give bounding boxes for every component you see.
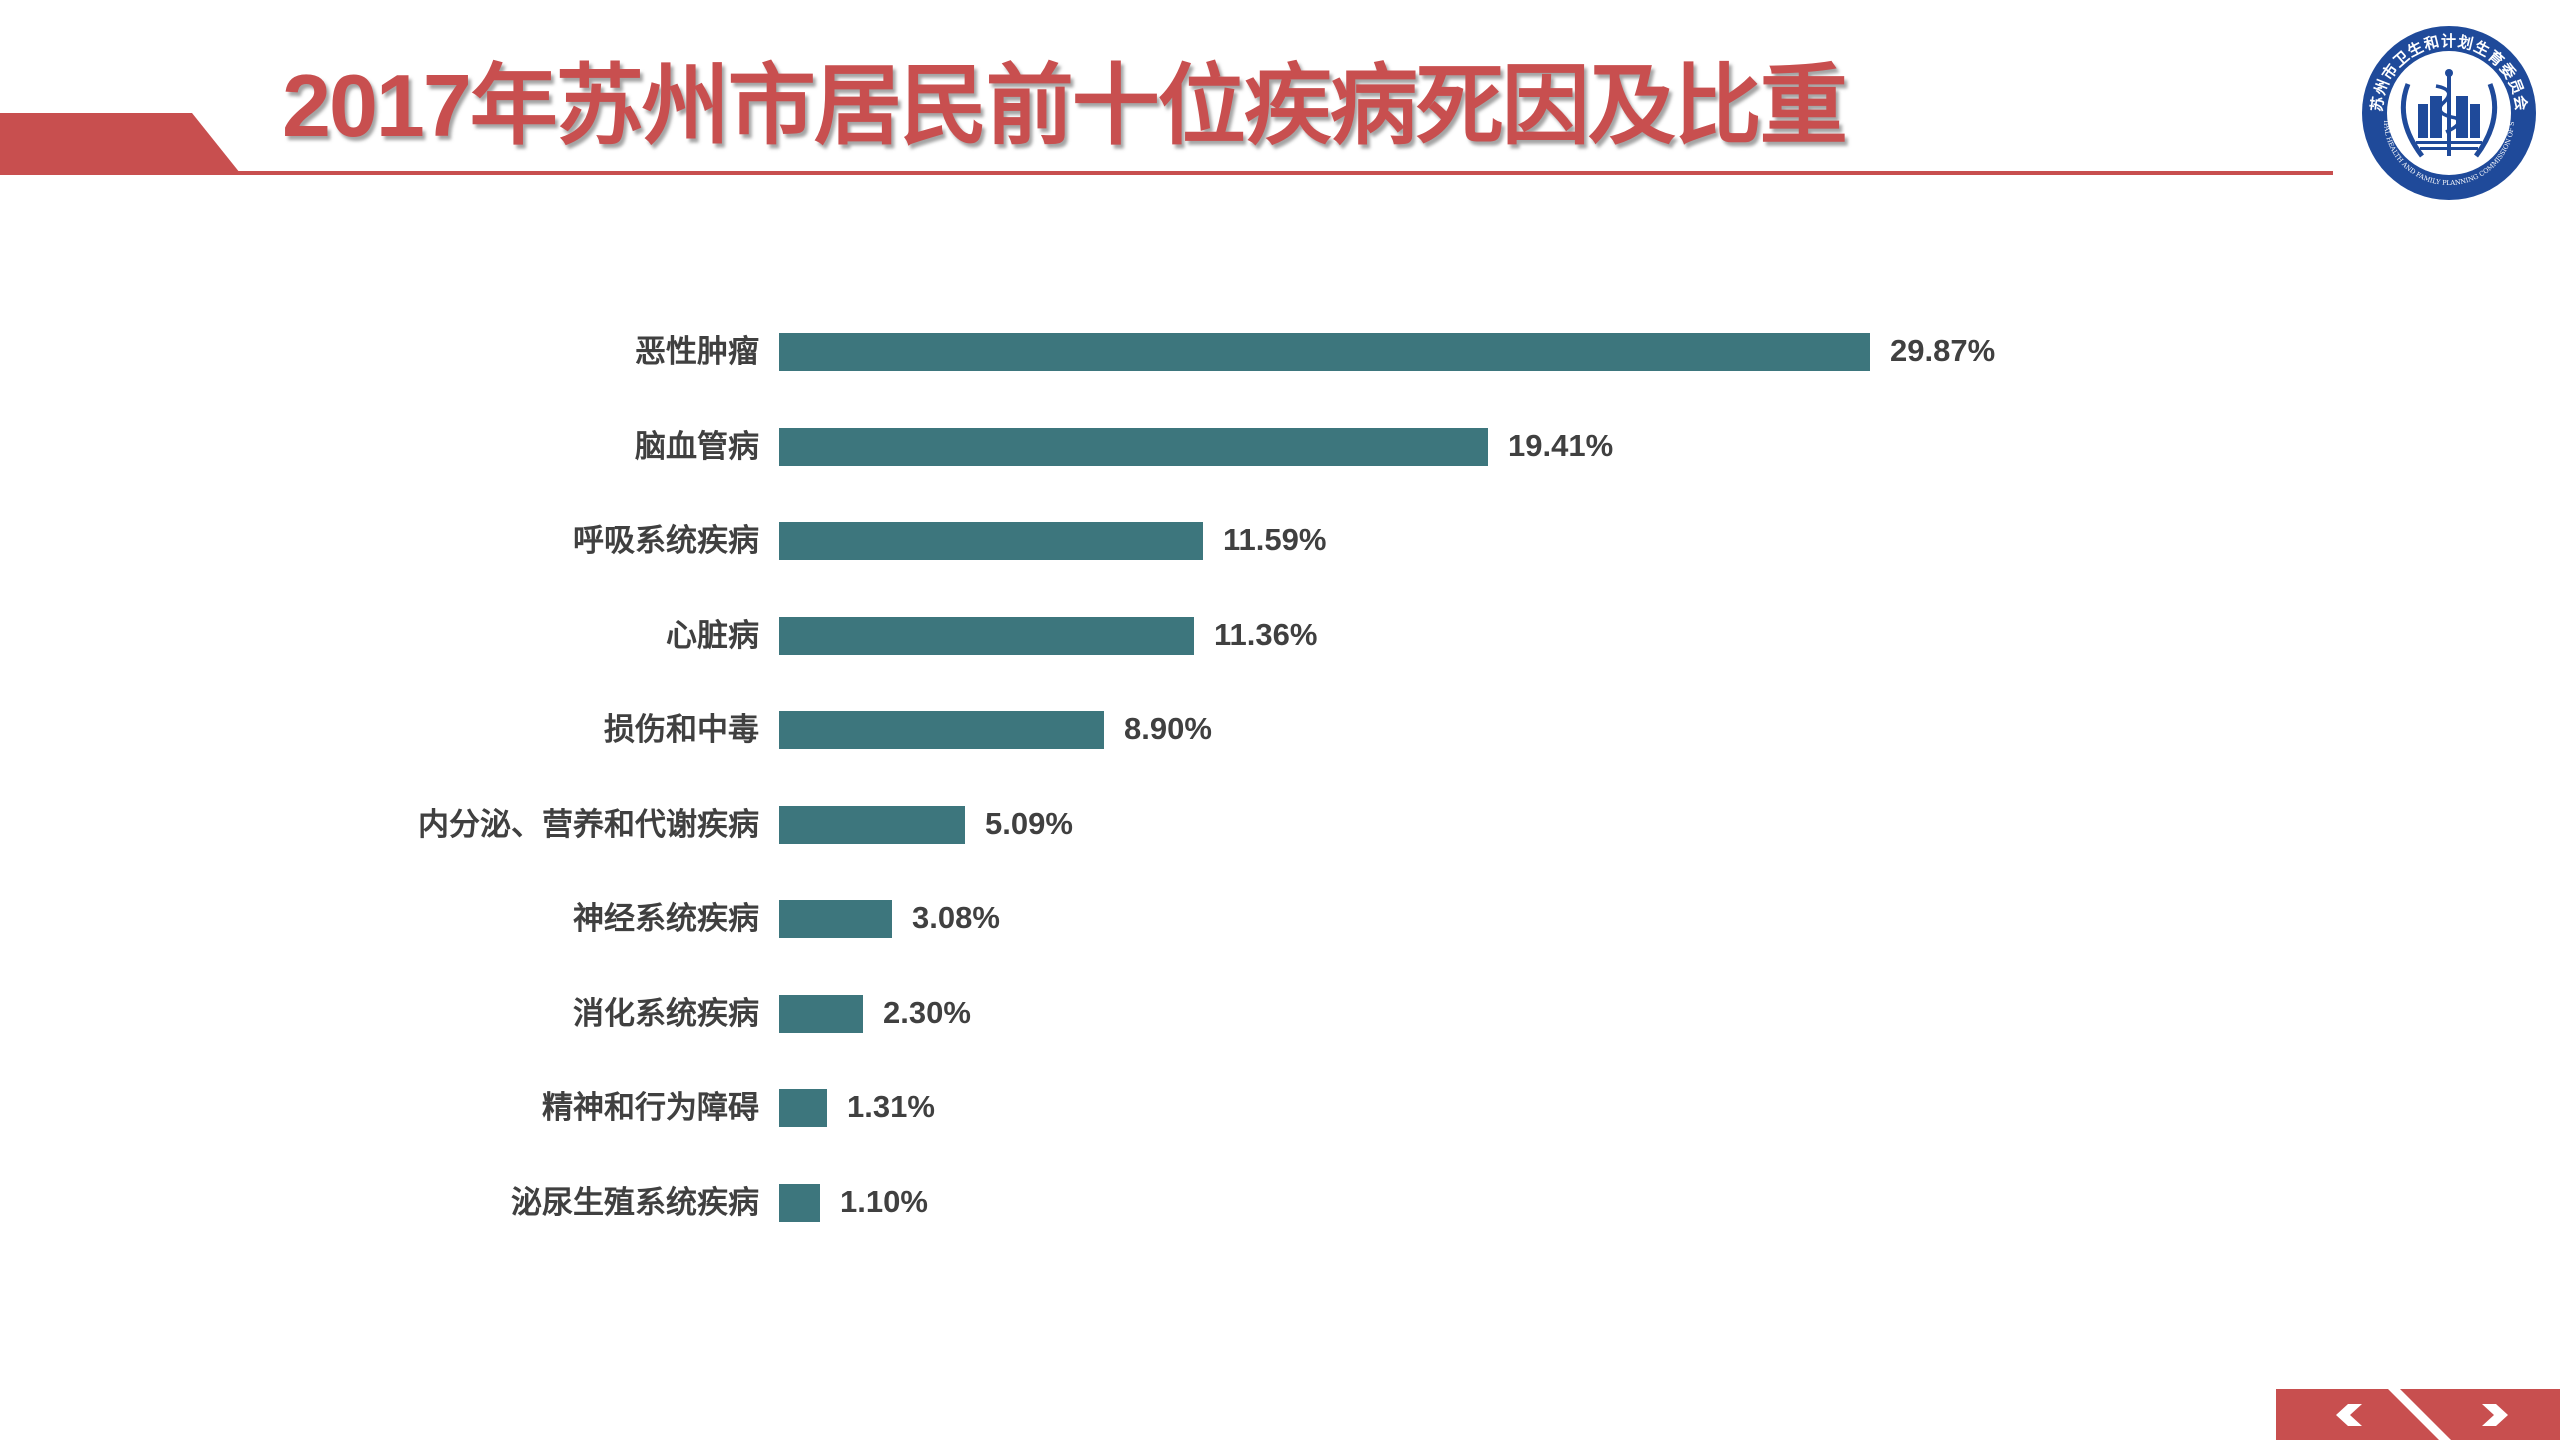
slide-navigation <box>2276 1389 2560 1440</box>
bar <box>779 428 1488 466</box>
chart-row: 脑血管病 19.41% <box>0 428 2560 466</box>
chart-row: 恶性肿瘤 29.87% <box>0 333 2560 371</box>
value-label: 11.36% <box>1214 617 1318 652</box>
category-label: 恶性肿瘤 <box>635 334 759 369</box>
value-label: 8.90% <box>1124 711 1212 746</box>
chart-row: 损伤和中毒 8.90% <box>0 711 2560 749</box>
bar <box>779 617 1194 655</box>
category-label: 泌尿生殖系统疾病 <box>511 1185 759 1220</box>
category-label: 脑血管病 <box>635 429 759 464</box>
header-accent-band <box>0 113 240 173</box>
category-label: 神经系统疾病 <box>573 901 759 936</box>
value-label: 1.31% <box>847 1089 935 1124</box>
chart-row: 呼吸系统疾病 11.59% <box>0 522 2560 560</box>
category-label: 呼吸系统疾病 <box>573 523 759 558</box>
value-label: 1.10% <box>840 1184 928 1219</box>
value-label: 11.59% <box>1223 522 1327 557</box>
value-label: 19.41% <box>1508 428 1614 463</box>
category-label: 损伤和中毒 <box>604 712 759 747</box>
bar <box>779 900 892 938</box>
value-label: 3.08% <box>912 900 1000 935</box>
category-label: 内分泌、营养和代谢疾病 <box>418 807 759 842</box>
bar <box>779 1089 827 1127</box>
bar <box>779 806 965 844</box>
bar <box>779 1184 820 1222</box>
chart-row: 神经系统疾病 3.08% <box>0 900 2560 938</box>
category-label: 精神和行为障碍 <box>542 1090 759 1125</box>
chart-row: 泌尿生殖系统疾病 1.10% <box>0 1184 2560 1222</box>
category-label: 心脏病 <box>666 618 759 653</box>
bar <box>779 522 1203 560</box>
chart-row: 心脏病 11.36% <box>0 617 2560 655</box>
chart-row: 精神和行为障碍 1.31% <box>0 1089 2560 1127</box>
chevron-left-icon <box>2336 1404 2362 1426</box>
value-label: 2.30% <box>883 995 971 1030</box>
bar <box>779 995 863 1033</box>
chevron-right-icon <box>2482 1404 2508 1426</box>
page-title: 2017年苏州市居民前十位疾病死因及比重 <box>282 56 1848 155</box>
chart-row: 内分泌、营养和代谢疾病 5.09% <box>0 806 2560 844</box>
bar <box>779 333 1870 371</box>
header-divider <box>0 171 2333 175</box>
commission-emblem-icon: 苏州市卫生和计划生育委员会 MUNICIPAL HEALTH AND FAMIL… <box>2357 18 2538 202</box>
category-label: 消化系统疾病 <box>573 996 759 1031</box>
value-label: 5.09% <box>985 806 1073 841</box>
value-label: 29.87% <box>1890 333 1996 368</box>
chart-row: 消化系统疾病 2.30% <box>0 995 2560 1033</box>
bar <box>779 711 1104 749</box>
